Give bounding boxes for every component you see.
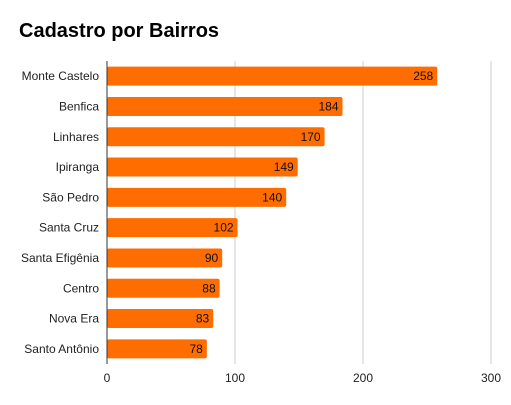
category-label: Nova Era — [49, 312, 99, 326]
bar — [107, 248, 223, 268]
chart-title: Cadastro por Bairros — [19, 20, 220, 42]
category-label: São Pedro — [42, 190, 99, 204]
category-label: Santa Cruz — [39, 221, 99, 235]
bar — [107, 66, 438, 86]
bar — [107, 187, 287, 207]
data-label: 102 — [214, 221, 234, 235]
category-label: Benfica — [59, 99, 99, 113]
category-label: Monte Castelo — [22, 69, 100, 83]
data-label: 88 — [202, 281, 216, 295]
category-label: Santa Efigênia — [21, 251, 99, 265]
category-label: Santo Antônio — [24, 342, 99, 356]
data-label: 78 — [189, 342, 203, 356]
bar — [107, 278, 220, 298]
data-label: 258 — [413, 69, 433, 83]
data-label: 140 — [262, 190, 282, 204]
bar — [107, 96, 343, 116]
category-label: Centro — [63, 281, 99, 295]
bar — [107, 157, 298, 177]
data-label: 83 — [196, 312, 210, 326]
x-tick-label: 0 — [104, 371, 111, 385]
data-label: 170 — [301, 130, 321, 144]
x-tick-label: 100 — [225, 371, 245, 385]
data-label: 149 — [274, 160, 294, 174]
data-label: 184 — [318, 99, 338, 113]
data-label: 90 — [205, 251, 219, 265]
x-tick-label: 200 — [353, 371, 373, 385]
bar — [107, 127, 325, 147]
bar — [107, 309, 214, 329]
category-label: Linhares — [53, 130, 99, 144]
bar — [107, 218, 238, 238]
bar — [107, 339, 207, 359]
x-tick-label: 300 — [481, 371, 501, 385]
category-label: Ipiranga — [56, 160, 100, 174]
